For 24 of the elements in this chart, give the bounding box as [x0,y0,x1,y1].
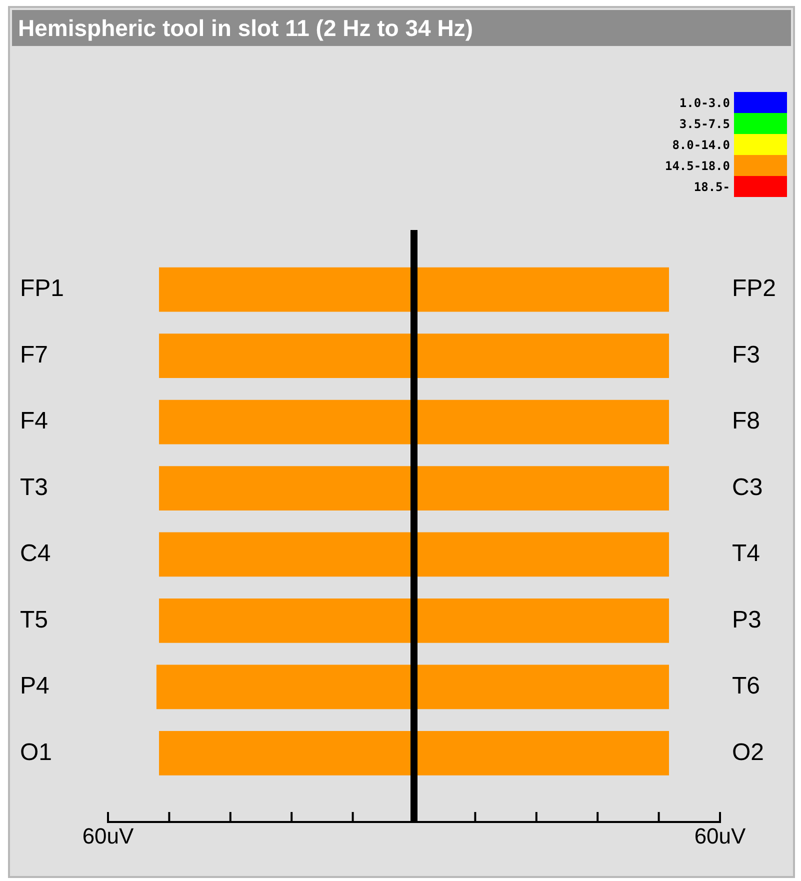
text: T6 [732,672,760,700]
chart-title: Hemispheric tool in slot 11 (2 Hz to 34 Hz) [12,10,791,46]
legend-label: 1.0-3.0 [679,96,730,110]
y-tick-label: T3 [20,474,48,501]
text: F3 [732,341,760,368]
legend-label: 14.5-18.0 [664,158,730,172]
x-tick-label: 60uV [82,823,134,848]
y-tick-label: O1 [20,738,52,766]
legend-label: 18.5- [694,180,730,194]
legend-label: 8.0-14.0 [672,138,730,152]
text: O2 [732,738,764,766]
y-tick-label: F4 [20,408,48,435]
legend-label: 3.5-7.5 [679,116,730,130]
x-tick-label: 60uV [694,823,746,848]
y-tick-label: F7 [20,341,48,368]
text: F8 [732,408,760,435]
y-tick-label: C4 [20,540,51,568]
text: T4 [732,540,760,568]
y-tick-label: FP1 [20,275,64,302]
y-tick-label: P4 [20,672,50,700]
text: FP2 [732,275,776,302]
text: C3 [732,474,763,501]
y-tick-label: T5 [20,606,48,634]
text: P3 [732,606,762,634]
